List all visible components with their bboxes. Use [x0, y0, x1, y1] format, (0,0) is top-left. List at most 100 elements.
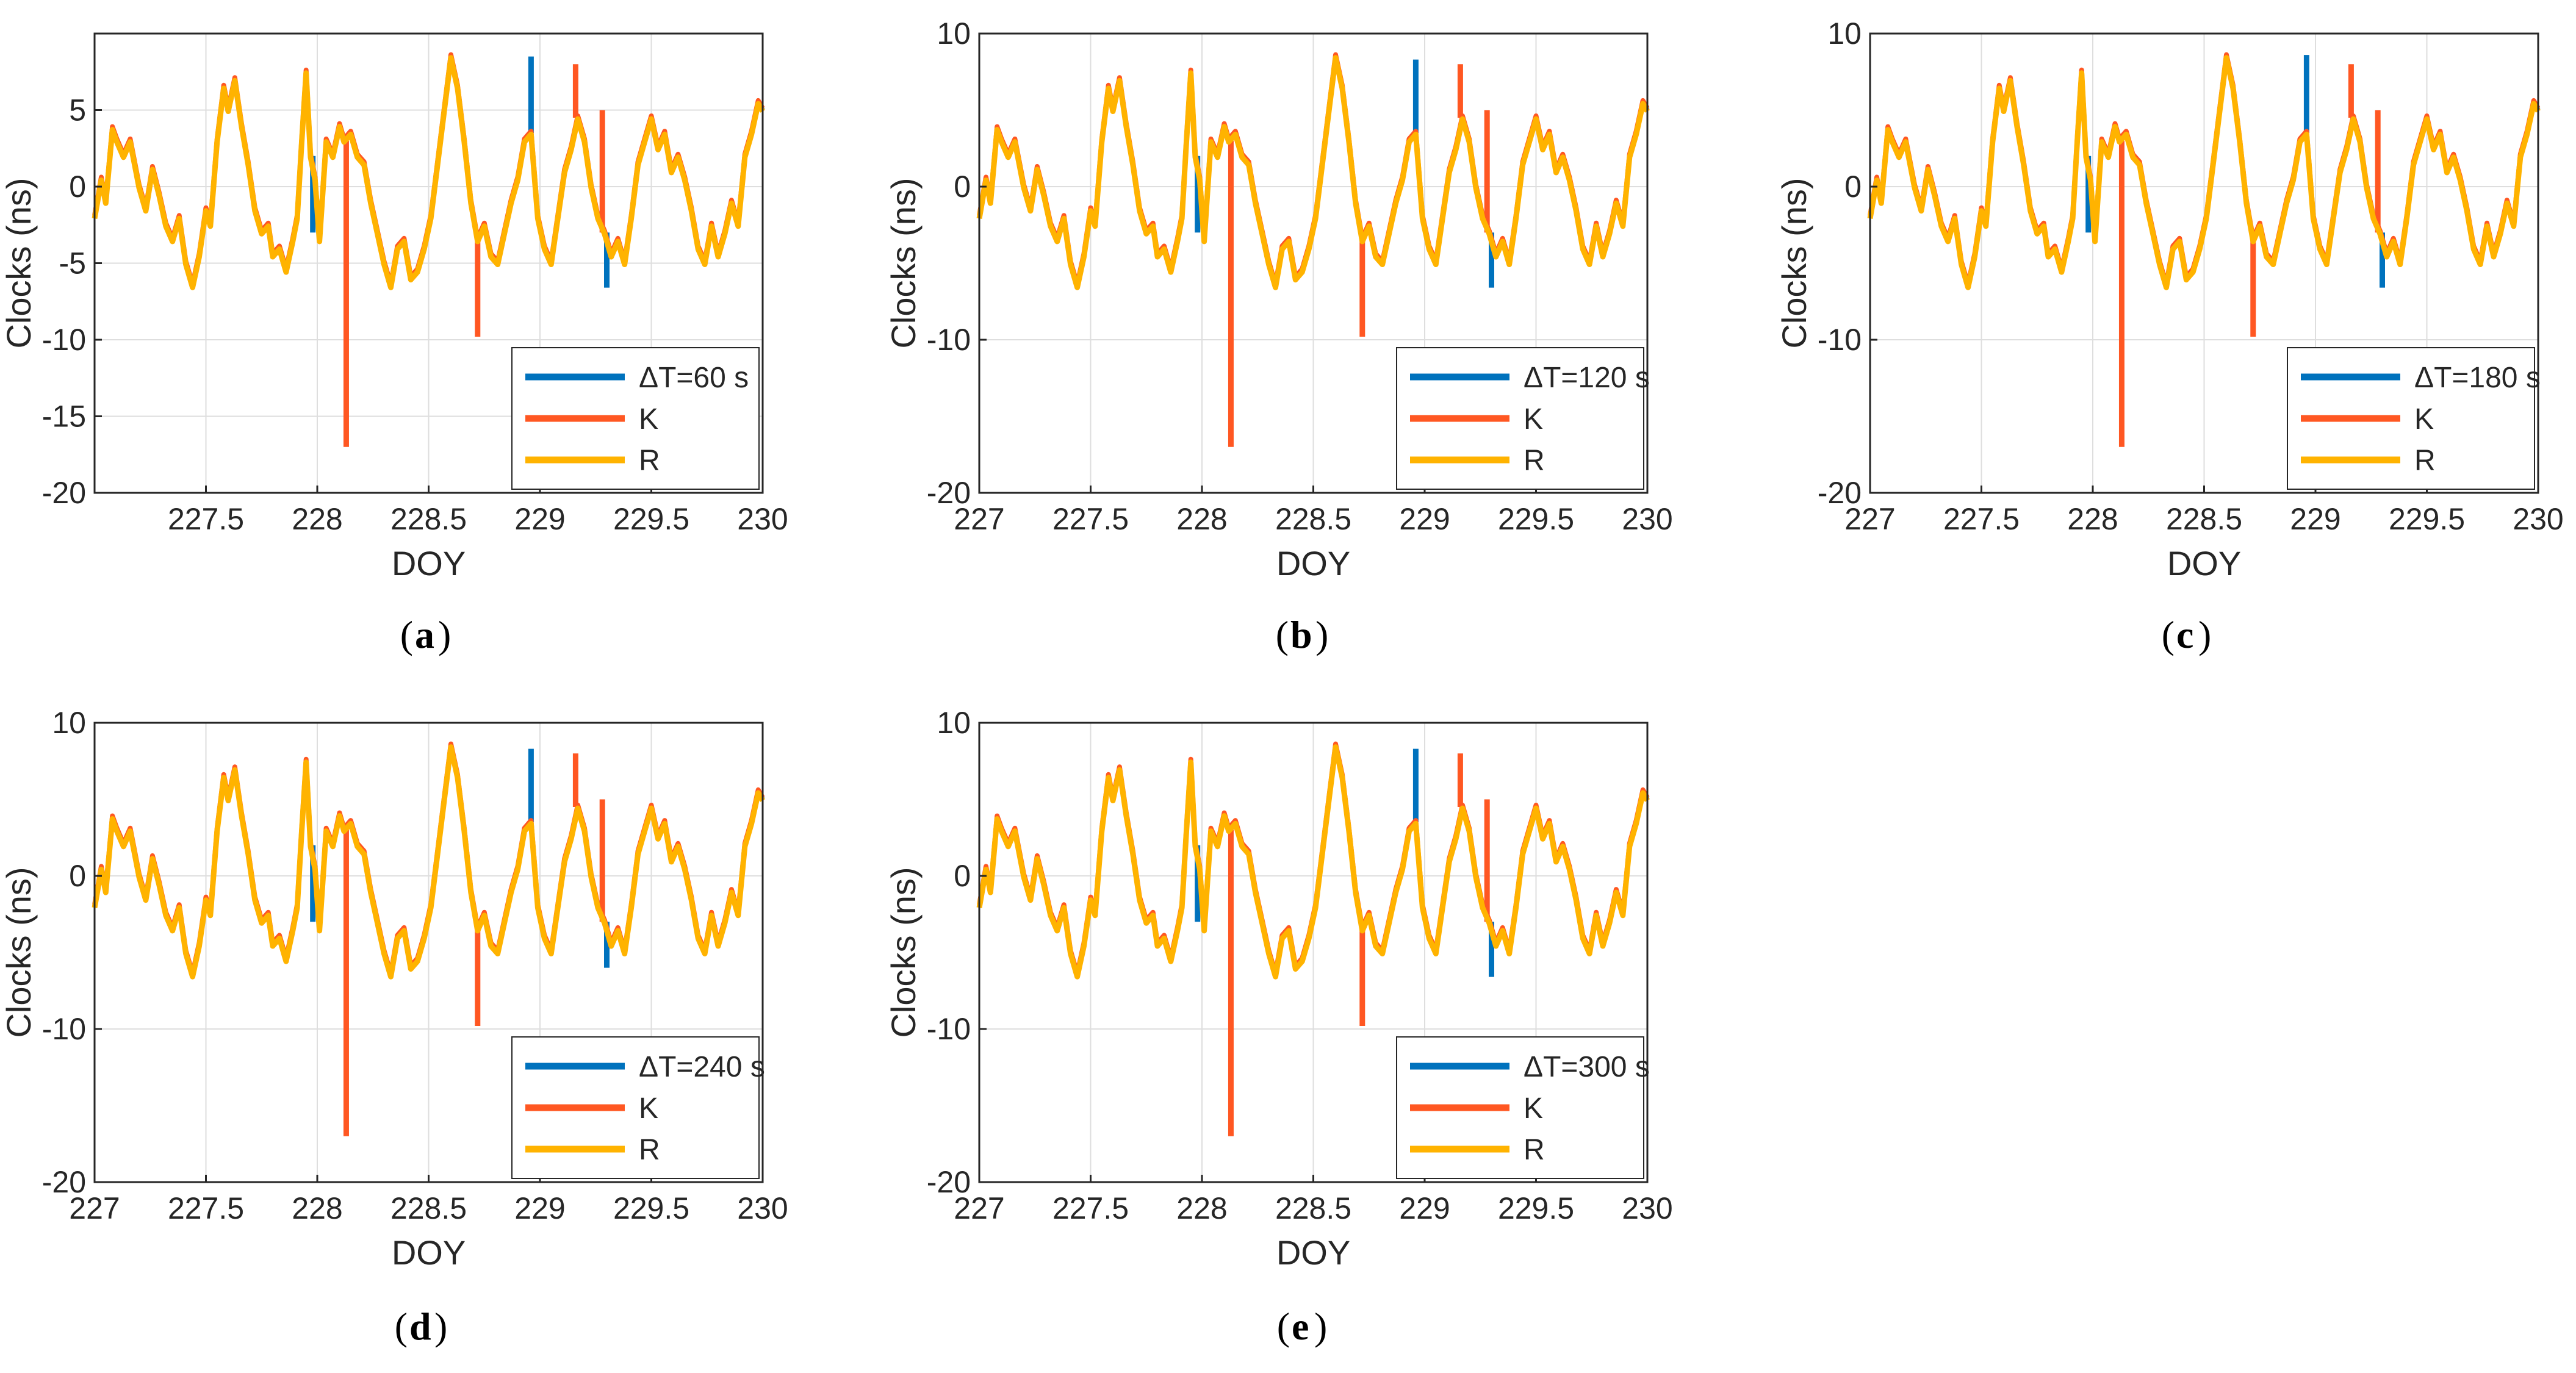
panel-caption-open: ( [2162, 613, 2175, 656]
x-tick-label: 227.5 [168, 1191, 244, 1225]
x-tick-label: 228.5 [390, 502, 467, 536]
panel-caption-b: ( b ) [1276, 613, 1329, 656]
legend-label: ΔT=300 s [1524, 1051, 1650, 1083]
legend: ΔT=240 s KR [511, 1036, 765, 1179]
y-tick-label: -20 [42, 1165, 86, 1199]
y-axis-label: Clocks (ns) [0, 867, 38, 1038]
panel-caption-open: ( [1277, 1305, 1290, 1348]
panel-caption-letter: c [2176, 613, 2193, 656]
x-tick-label: 228 [292, 1191, 342, 1225]
panel-e: ( e ) 227 227.5 228 228.5 229 229.5 230 10 0 -10 -… [884, 706, 1673, 1348]
x-tick-label: 228.5 [1275, 502, 1351, 536]
x-tick-label: 229.5 [613, 502, 689, 536]
legend-label: R [639, 1134, 660, 1166]
panel-caption-open: ( [395, 1305, 408, 1348]
x-tick-label: 230 [1622, 1191, 1672, 1225]
panel-caption-open: ( [1276, 613, 1289, 656]
x-tick-label: 227.5 [1052, 502, 1129, 536]
x-tick-label: 229 [2290, 502, 2340, 536]
y-tick-label: 0 [954, 170, 971, 204]
panel-b: ( b ) 227 227.5 228 228.5 229 229.5 230 10 0 -10 -… [884, 16, 1673, 656]
legend: ΔT=60 s KR [511, 347, 760, 490]
panel-caption-close: ) [2198, 613, 2211, 656]
legend-label: R [639, 445, 660, 477]
x-tick-label: 229.5 [1498, 1191, 1574, 1225]
x-tick-label: 227 [954, 502, 1004, 536]
x-tick-label: 230 [737, 502, 788, 536]
x-tick-label: 227.5 [1052, 1191, 1129, 1225]
x-axis-label: DOY [392, 1233, 466, 1272]
y-axis-label: Clocks (ns) [1775, 177, 1813, 348]
x-tick-label: 228.5 [390, 1191, 467, 1225]
x-tick-label: 228 [292, 502, 342, 536]
panel-d: ( d ) 227 227.5 228 228.5 229 229.5 230 10 0 -10 -… [0, 706, 788, 1348]
x-tick-label: 230 [737, 1191, 788, 1225]
y-tick-label: -10 [42, 323, 86, 357]
panel-caption-close: ) [438, 613, 451, 656]
y-tick-label: 0 [1844, 170, 1862, 204]
x-tick-label: 229.5 [613, 1191, 689, 1225]
y-tick-label: -10 [927, 323, 971, 357]
legend: ΔT=300 s KR [1396, 1036, 1650, 1179]
x-tick-label: 228.5 [1275, 1191, 1351, 1225]
legend-label: ΔT=180 s [2414, 362, 2541, 394]
y-tick-label: -20 [1818, 476, 1862, 510]
y-tick-label: 0 [954, 859, 971, 893]
y-tick-label: 5 [69, 93, 86, 127]
y-tick-label: -20 [927, 1165, 971, 1199]
legend-label: K [639, 403, 658, 436]
series-line-r [976, 55, 1650, 290]
x-tick-label: 228 [1176, 502, 1227, 536]
y-tick-label: 10 [1827, 16, 1862, 51]
y-tick-label: -10 [927, 1012, 971, 1046]
series-line-r [976, 744, 1650, 980]
legend-label: ΔT=120 s [1524, 362, 1650, 394]
series-line-r [92, 55, 765, 290]
x-axis-label: DOY [392, 544, 466, 583]
legend: ΔT=120 s KR [1396, 347, 1650, 490]
legend-label: K [2414, 403, 2434, 436]
y-tick-label: -5 [59, 246, 86, 281]
x-tick-label: 228 [1176, 1191, 1227, 1225]
y-tick-label: 0 [69, 859, 86, 893]
x-tick-label: 230 [1622, 502, 1672, 536]
y-axis-label: Clocks (ns) [884, 867, 923, 1038]
x-tick-label: 227 [69, 1191, 120, 1225]
y-tick-label: -10 [1818, 323, 1862, 357]
x-tick-label: 229 [514, 1191, 565, 1225]
panel-caption-close: ) [1314, 1305, 1327, 1348]
y-tick-label: -20 [42, 476, 86, 510]
x-axis-label: DOY [1276, 544, 1350, 583]
legend-label: R [2414, 445, 2436, 477]
legend-label: ΔT=60 s [639, 362, 749, 394]
x-tick-label: 227.5 [1943, 502, 2020, 536]
y-tick-label: 10 [52, 706, 86, 740]
panel-caption-close: ) [434, 1305, 447, 1348]
y-tick-label: -20 [927, 476, 971, 510]
series-line-r [92, 744, 765, 980]
y-tick-label: 10 [937, 706, 971, 740]
panel-c: ( c ) 227 227.5 228 228.5 229 229.5 230 10 0 -10 -… [1775, 16, 2564, 656]
x-tick-label: 229 [514, 502, 565, 536]
y-tick-label: 10 [937, 16, 971, 51]
panel-caption-c: ( c ) [2162, 613, 2212, 656]
panel-caption-letter: a [415, 613, 434, 656]
x-tick-label: 229 [1399, 1191, 1450, 1225]
panel-caption-letter: d [409, 1305, 431, 1348]
y-axis-label: Clocks (ns) [884, 177, 923, 348]
legend-label: K [1524, 1092, 1543, 1125]
x-axis-label: DOY [2167, 544, 2241, 583]
x-axis-label: DOY [1276, 1233, 1350, 1272]
panel-caption-close: ) [1315, 613, 1328, 656]
legend-label: R [1524, 1134, 1545, 1166]
legend-label: R [1524, 445, 1545, 477]
x-tick-label: 227 [1844, 502, 1895, 536]
panel-caption-letter: e [1292, 1305, 1309, 1348]
x-tick-label: 229 [1399, 502, 1450, 536]
legend-label: ΔT=240 s [639, 1051, 765, 1083]
panel-caption-e: ( e ) [1277, 1305, 1328, 1348]
panel-caption-open: ( [400, 613, 413, 656]
x-tick-label: 227.5 [168, 502, 244, 536]
x-tick-label: 227 [954, 1191, 1004, 1225]
